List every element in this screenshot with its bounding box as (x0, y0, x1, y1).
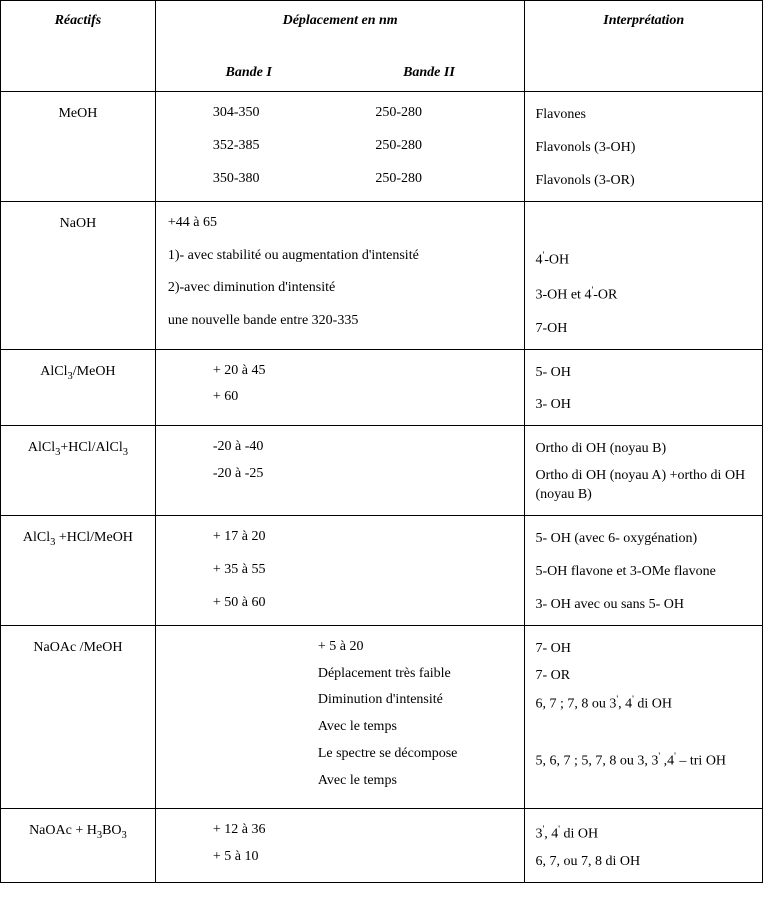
table-row: NaOAc /MeOH+ 5 à 20Déplacement très faib… (1, 625, 763, 809)
reactif-cell: AlCl3/MeOH (1, 349, 156, 426)
reactif-cell: NaOAc + H3BO3 (1, 809, 156, 882)
table-row: MeOH304-350250-280352-385250-280350-3802… (1, 92, 763, 202)
table-row: NaOAc + H3BO3+ 12 à 36+ 5 à 103', 4' di … (1, 809, 763, 882)
interpretation-cell: Ortho di OH (noyau B)Ortho di OH (noyau … (525, 426, 763, 516)
reactif-cell: MeOH (1, 92, 156, 202)
header-reactifs: Réactifs (5, 13, 151, 29)
table-row: NaOH+44 à 651)- avec stabilité ou augmen… (1, 201, 763, 349)
header-interpretation: Interprétation (529, 13, 758, 29)
interpretation-cell: 5- OH3- OH (525, 349, 763, 426)
table-header: Réactifs Déplacement en nm Bande I Bande… (1, 1, 763, 92)
header-bande2: Bande II (403, 65, 455, 81)
reactif-cell: NaOAc /MeOH (1, 625, 156, 809)
table-row: AlCl3/MeOH+ 20 à 45+ 605- OH3- OH (1, 349, 763, 426)
spectroscopy-table: Réactifs Déplacement en nm Bande I Bande… (0, 0, 763, 883)
reactif-cell: AlCl3 +HCl/MeOH (1, 516, 156, 626)
interpretation-cell: 5- OH (avec 6- oxygénation)5-OH flavone … (525, 516, 763, 626)
deplacement-cell: +44 à 651)- avec stabilité ou augmentati… (155, 201, 525, 349)
reactif-cell: NaOH (1, 201, 156, 349)
interpretation-cell: 3', 4' di OH6, 7, ou 7, 8 di OH (525, 809, 763, 882)
reactif-cell: AlCl3+HCl/AlCl3 (1, 426, 156, 516)
interpretation-cell: 4'-OH3-OH et 4'-OR7-OH (525, 201, 763, 349)
deplacement-cell: + 12 à 36+ 5 à 10 (155, 809, 525, 882)
deplacement-cell: 304-350250-280352-385250-280350-380250-2… (155, 92, 525, 202)
header-deplacement: Déplacement en nm (160, 13, 521, 29)
table-row: AlCl3+HCl/AlCl3-20 à -40-20 à -25Ortho d… (1, 426, 763, 516)
deplacement-cell: -20 à -40-20 à -25 (155, 426, 525, 516)
interpretation-cell: FlavonesFlavonols (3-OH)Flavonols (3-OR) (525, 92, 763, 202)
interpretation-cell: 7- OH7- OR6, 7 ; 7, 8 ou 3', 4' di OH 5,… (525, 625, 763, 809)
deplacement-cell: + 17 à 20+ 35 à 55+ 50 à 60 (155, 516, 525, 626)
deplacement-cell: + 5 à 20Déplacement très faibleDiminutio… (155, 625, 525, 809)
table-row: AlCl3 +HCl/MeOH+ 17 à 20+ 35 à 55+ 50 à … (1, 516, 763, 626)
table-body: MeOH304-350250-280352-385250-280350-3802… (1, 92, 763, 883)
deplacement-cell: + 20 à 45+ 60 (155, 349, 525, 426)
header-bande1: Bande I (225, 65, 271, 81)
